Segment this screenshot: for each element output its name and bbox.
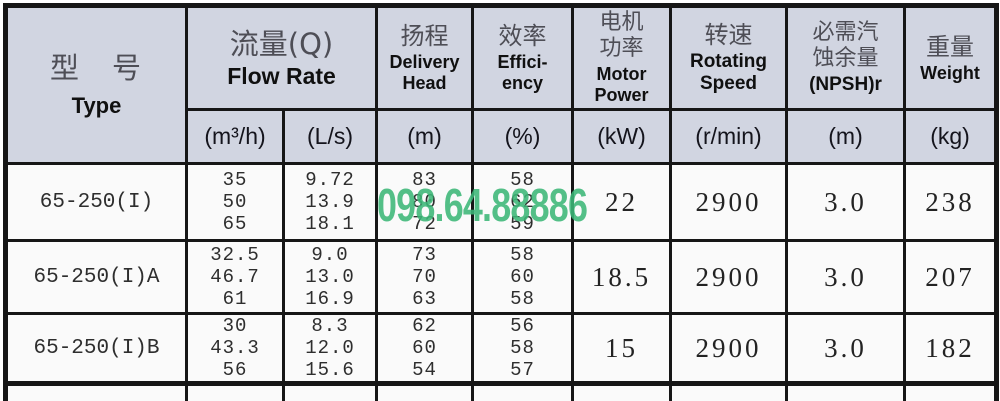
unit-head: (m): [375, 108, 474, 165]
units-row: (m³/h) (L/s) (m) (%) (kW) (r/min) (m) (k…: [6, 108, 998, 165]
col-header-motor-zh: 电机 功率: [599, 10, 644, 62]
table-row-65-250-I: 65-250(I) 35 50 65 9.72 13.9 18.1 83 80 …: [4, 162, 998, 242]
rotating-speed-value: 2900: [669, 312, 788, 385]
head-values: 73 70 63: [375, 239, 474, 315]
col-header-efficiency-en: Effici- ency: [497, 52, 548, 94]
col-header-head-zh: 扬程: [400, 22, 449, 51]
rotating-speed-value: 2900: [669, 162, 788, 242]
flow-ls-values: 9.0 13.0 16.9: [282, 239, 378, 315]
col-header-npsh-zh: 必需汽 蚀余量: [812, 20, 879, 72]
col-header-head-en: Delivery Head: [389, 52, 460, 94]
efficiency-values: 58 62 59: [471, 162, 574, 242]
col-header-flow-rate: 流量(Q) Flow Rate: [185, 4, 378, 111]
col-header-weight-zh: 重量: [926, 32, 974, 61]
unit-efficiency: (%): [471, 108, 574, 165]
flow-ls-values: 8.3 12.0 15.6: [282, 312, 378, 385]
motor-power-value: 18.5: [571, 239, 672, 315]
pump-spec-table: 型 号 Type 流量(Q) Flow Rate 扬程 Delivery Hea…: [3, 3, 999, 401]
header-group-row: 型 号 Type 流量(Q) Flow Rate 扬程 Delivery Hea…: [4, 4, 998, 165]
col-header-speed-en: Rotating Speed: [689, 51, 768, 95]
unit-speed: (r/min): [669, 108, 788, 165]
pump-type: 65-250(I)A: [4, 239, 188, 315]
flow-m3h-values: 30 43.3 56: [185, 312, 285, 385]
npsh-value: 3.0: [785, 239, 906, 315]
pump-type: 65-250(I)B: [4, 312, 188, 385]
motor-power-value: 22: [571, 162, 672, 242]
weight-value: 182: [903, 312, 998, 385]
flow-m3h-values: 32.5 46.7 61: [185, 239, 285, 315]
col-header-speed-zh: 转速: [704, 21, 753, 49]
col-header-flow-zh: 流量(Q): [229, 26, 334, 61]
flow-ls-values: 9.72 13.9 18.1: [282, 162, 378, 242]
unit-weight: (kg): [903, 108, 998, 165]
pump-type: 65-250(I): [4, 162, 188, 242]
flow-m3h-values: 35 50 65: [185, 162, 285, 242]
col-header-type: 型 号 Type: [4, 4, 188, 165]
npsh-value: 3.0: [785, 312, 906, 385]
col-header-flow-en: Flow Rate: [227, 62, 336, 89]
unit-motor-power: (kW): [571, 108, 672, 165]
weight-value: 238: [903, 162, 998, 242]
table-row-65-250-I-B: 65-250(I)B 30 43.3 56 8.3 12.0 15.6 62 6…: [4, 312, 998, 385]
col-header-npsh-en: (NPSH)r: [809, 74, 882, 96]
unit-npsh: (m): [785, 108, 906, 165]
efficiency-values: 56 58 57: [471, 312, 574, 385]
col-header-type-en: Type: [71, 93, 122, 119]
rotating-speed-value: 2900: [669, 239, 788, 315]
head-values: 83 80 72: [375, 162, 474, 242]
col-header-efficiency: 效率 Effici- ency: [471, 4, 574, 111]
table-row-65-250-I-A: 65-250(I)A 32.5 46.7 61 9.0 13.0 16.9 73…: [4, 239, 998, 315]
col-header-efficiency-zh: 效率: [498, 22, 547, 51]
col-header-weight-en: Weight: [920, 62, 980, 83]
weight-value: 207: [903, 239, 998, 315]
unit-flow-ls: (L/s): [282, 108, 378, 165]
col-header-npsh: 必需汽 蚀余量 (NPSH)r: [785, 4, 906, 111]
col-header-rotating-speed: 转速 Rotating Speed: [669, 4, 788, 111]
clipped-next-row: [4, 381, 998, 401]
head-values: 62 60 54: [375, 312, 474, 385]
unit-flow-m3h: (m³/h): [185, 108, 285, 165]
col-header-motor-power: 电机 功率 Motor Power: [571, 4, 672, 111]
col-header-weight: 重量 Weight: [903, 4, 998, 111]
efficiency-values: 58 60 58: [471, 239, 574, 315]
npsh-value: 3.0: [785, 162, 906, 242]
col-header-type-zh: 型 号: [49, 51, 143, 86]
col-header-motor-en: Motor Power: [594, 64, 649, 105]
motor-power-value: 15: [571, 312, 672, 385]
col-header-delivery-head: 扬程 Delivery Head: [375, 4, 474, 111]
